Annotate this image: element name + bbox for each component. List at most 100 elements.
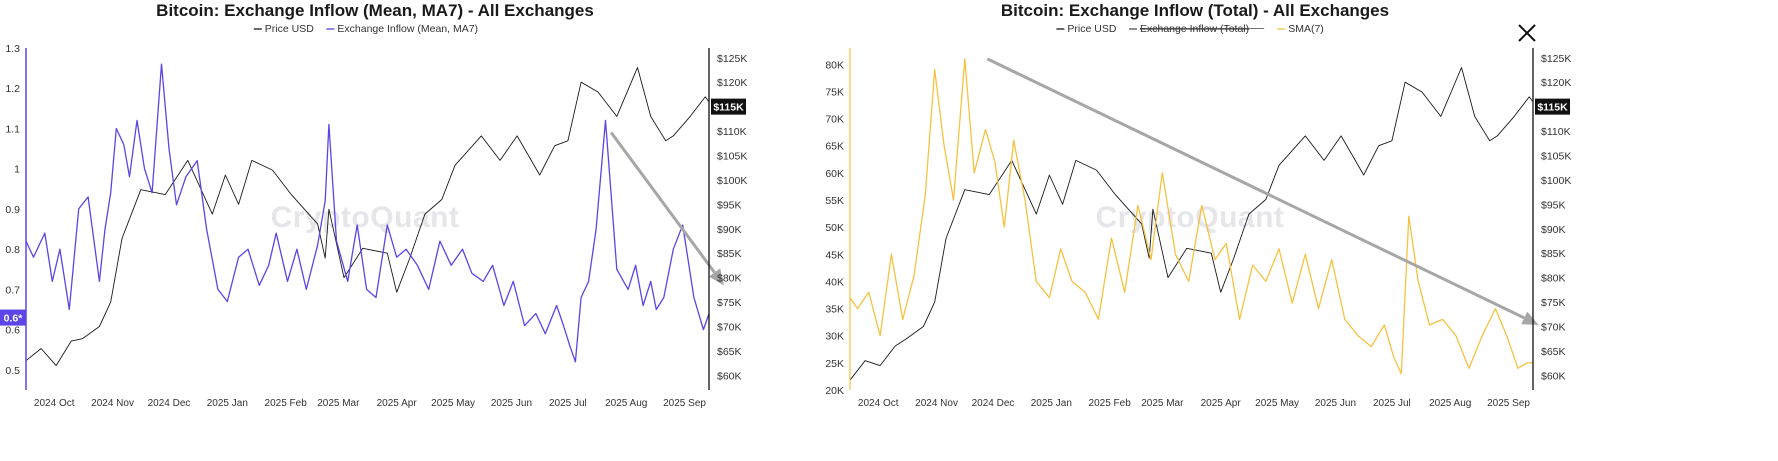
y-left-tick-label: 55K — [825, 195, 844, 207]
chart-title: Bitcoin: Exchange Inflow (Total) - All E… — [1001, 1, 1389, 20]
plot-area — [849, 57, 1539, 381]
y-right-tick-label: $80K — [1541, 273, 1566, 285]
series-line-price — [849, 67, 1534, 381]
y-right-tick-label: $85K — [1541, 248, 1566, 260]
chart-legend: Price USD Exchange Inflow (Mean, MA7) — [253, 23, 478, 35]
price-badge — [711, 98, 746, 115]
y-left-tick-label: 0.8 — [5, 244, 20, 256]
x-tick-label: 2024 Nov — [91, 398, 134, 409]
legend-item-label[interactable]: Exchange Inflow (Total) — [1140, 23, 1249, 35]
y-right-tick-label: $95K — [1541, 199, 1566, 211]
x-tick-label: 2025 Apr — [1201, 398, 1242, 409]
x-tick-label: 2025 Feb — [1089, 398, 1132, 409]
trend-arrow-line — [609, 131, 716, 274]
y-right-tick-label: $125K — [717, 53, 747, 65]
y-left-tick-label: 70K — [825, 114, 844, 126]
y-right-tick-label: $75K — [717, 297, 742, 309]
series-line-left — [25, 63, 710, 363]
chart-legend: Price USD Exchange Inflow (Total) SMA(7) — [1056, 23, 1324, 35]
x-tick-label: 2025 Jul — [1373, 398, 1411, 409]
y-right-tick-label: $65K — [717, 346, 742, 358]
y-right-tick-label: $105K — [717, 150, 747, 162]
legend-item-label[interactable]: SMA(7) — [1288, 23, 1324, 35]
x-tick-label: 2025 Jan — [207, 398, 248, 409]
y-right-tick-label: $105K — [1541, 150, 1571, 162]
series-line-price — [25, 67, 710, 367]
y-left-tick-label: 40K — [825, 276, 844, 288]
x-tick-label: 2025 Feb — [265, 398, 308, 409]
x-tick-label: 2025 Aug — [1429, 398, 1471, 409]
x-tick-label: 2025 Jul — [549, 398, 587, 409]
y-left-tick-label: 65K — [825, 141, 844, 153]
chart-exchange-inflow-total: Bitcoin: Exchange Inflow (Total) - All E… — [825, 1, 1571, 409]
y-left-tick-label: 0.9 — [5, 204, 20, 216]
y-left-tick-label: 75K — [825, 86, 844, 98]
x-tick-label: 2025 Sep — [1487, 398, 1530, 409]
y-left-tick-label: 0.5 — [5, 365, 20, 377]
y-right-tick-label: $110K — [717, 126, 747, 138]
watermark: CryptoQuant — [1096, 201, 1285, 234]
legend-item-label[interactable]: Price USD — [1067, 23, 1116, 35]
watermark: CryptoQuant — [271, 201, 460, 234]
y-left-tick-label: 30K — [825, 331, 844, 343]
x-tick-label: 2025 Mar — [317, 398, 360, 409]
axes: 0.5 0.6 0.7 0.8 0.9 1 1.1 1.2 1.3 $60K $65K $70K $75… — [0, 43, 747, 409]
y-left-tick-label: 60K — [825, 168, 844, 180]
plot-area — [25, 63, 725, 367]
trend-arrow-head — [708, 268, 725, 286]
x-tick-label: 2024 Dec — [148, 398, 191, 409]
y-right-tick-label: $70K — [1541, 321, 1566, 333]
y-right-tick-label: $75K — [1541, 297, 1566, 309]
axes: 20K 25K 30K 35K 40K 45K 50K 55K 60K 65K 70K 75K 80K $… — [825, 48, 1571, 409]
x-tick-label: 2025 Jun — [1315, 398, 1356, 409]
y-right-tick-label: $60K — [717, 370, 742, 382]
x-tick-label: 2025 Aug — [605, 398, 647, 409]
y-right-tick-label: $90K — [1541, 224, 1566, 236]
chart-title: Bitcoin: Exchange Inflow (Mean, MA7) - A… — [156, 1, 594, 20]
y-right-tick-label: $85K — [717, 248, 742, 260]
x-tick-label: 2025 Mar — [1141, 398, 1184, 409]
x-tick-label: 2024 Oct — [858, 398, 899, 409]
y-left-tick-label: 1.1 — [5, 123, 20, 135]
y-left-tick-label: 1 — [14, 164, 20, 176]
chart-exchange-inflow-mean: Bitcoin: Exchange Inflow (Mean, MA7) - A… — [0, 1, 747, 409]
legend-item-label[interactable]: Exchange Inflow (Mean, MA7) — [337, 23, 478, 35]
y-right-tick-label: $90K — [717, 224, 742, 236]
badge-label: $115K — [1537, 102, 1568, 114]
y-left-tick-label: 80K — [825, 59, 844, 71]
y-left-tick-label: 50K — [825, 222, 844, 234]
y-right-tick-label: $80K — [717, 273, 742, 285]
x-tick-label: 2024 Dec — [972, 398, 1015, 409]
x-tick-label: 2024 Nov — [915, 398, 958, 409]
series-line-left — [849, 58, 1533, 375]
y-left-tick-label: 25K — [825, 358, 844, 370]
x-tick-label: 2025 Jan — [1031, 398, 1072, 409]
y-left-tick-label: 1.2 — [5, 83, 20, 95]
trend-arrow-line — [986, 57, 1525, 320]
y-left-tick-label: 1.3 — [5, 43, 20, 55]
y-right-tick-label: $120K — [1541, 77, 1571, 89]
trend-arrow-head — [1521, 311, 1539, 325]
x-tick-label: 2025 May — [1255, 398, 1299, 409]
x-tick-label: 2024 Oct — [34, 398, 75, 409]
y-right-tick-label: $110K — [1541, 126, 1571, 138]
badge-label: 0.6* — [4, 313, 24, 325]
legend-item-label[interactable]: Price USD — [265, 23, 314, 35]
x-tick-label: 2025 Jun — [491, 398, 532, 409]
y-right-tick-label: $120K — [717, 77, 747, 89]
y-right-tick-label: $60K — [1541, 370, 1566, 382]
y-right-tick-label: $100K — [717, 175, 747, 187]
y-right-tick-label: $100K — [1541, 175, 1571, 187]
price-badge — [1535, 98, 1570, 115]
y-right-tick-label: $65K — [1541, 346, 1566, 358]
inflow-badge — [0, 309, 26, 326]
badge-label: $115K — [713, 102, 744, 114]
x-tick-label: 2025 May — [431, 398, 475, 409]
x-tick-label: 2025 Sep — [663, 398, 706, 409]
close-button[interactable] — [1514, 20, 1540, 46]
close-icon — [1518, 24, 1536, 42]
y-left-tick-label: 0.6 — [5, 325, 20, 337]
y-right-tick-label: $125K — [1541, 53, 1571, 65]
y-left-tick-label: 20K — [825, 385, 844, 397]
